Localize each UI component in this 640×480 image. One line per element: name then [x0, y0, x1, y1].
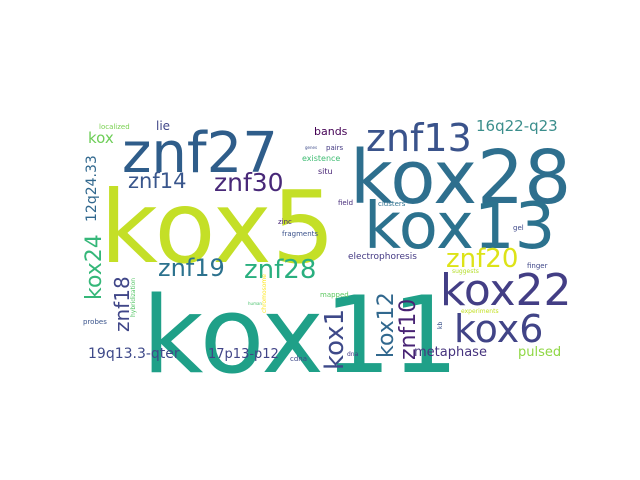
word-existence: existence	[302, 154, 340, 163]
word-16q22-q23: 16q22-q23	[476, 117, 558, 135]
word-suggests: suggests	[452, 268, 479, 275]
word-kox28: kox28	[350, 135, 571, 221]
word-cdna: cdna	[290, 355, 307, 363]
word-human: human	[248, 301, 262, 306]
word-metaphase: metaphase	[414, 345, 487, 360]
word-experiments: experiments	[461, 308, 499, 315]
word-hybridization: hybridization	[130, 278, 137, 317]
word-fragments: fragments	[282, 230, 318, 238]
word-pulsed: pulsed	[518, 345, 561, 360]
word-znf19: znf19	[158, 254, 225, 282]
word-kox12: kox12	[374, 292, 399, 358]
word-probes: probes	[83, 318, 107, 326]
word-19q13-3-qter: 19q13.3-qter	[88, 346, 180, 362]
word-kox6: kox6	[454, 307, 543, 351]
word-znf28: znf28	[244, 255, 316, 285]
word-mapped: mapped	[320, 291, 349, 299]
word-kox: kox	[88, 129, 114, 147]
word-situ: situ	[318, 167, 333, 176]
word-kox5: kox5	[100, 169, 335, 286]
word-znf20: znf20	[446, 244, 518, 274]
word-finger: finger	[527, 262, 548, 270]
word-kox1: kox1	[320, 309, 350, 370]
word-clusters: clusters	[378, 200, 406, 208]
word-kox22: kox22	[440, 265, 572, 316]
word-znf13: znf13	[366, 116, 472, 160]
word-localized: localized	[99, 123, 130, 131]
word-12q24-33: 12q24.33	[84, 155, 100, 222]
word-znf14: znf14	[128, 169, 186, 193]
word-electrophoresis: electrophoresis	[348, 252, 417, 262]
word-kb: kb	[437, 322, 444, 329]
word-znf18: znf18	[110, 276, 134, 332]
word-dna: dna	[347, 351, 359, 358]
word-genes: genes	[305, 145, 317, 150]
word-znf30: znf30	[214, 168, 284, 197]
word-17p13-p12: 17p13-p12	[208, 347, 279, 362]
word-znf27: znf27	[122, 121, 278, 186]
word-kox24: kox24	[82, 234, 107, 300]
word-znf10: znf10	[396, 299, 421, 360]
word-chromosome: chromosome	[261, 274, 268, 313]
word-kox13: kox13	[364, 190, 555, 264]
word-bands: bands	[314, 125, 348, 138]
cloud-background	[79, 119, 563, 364]
word-field: field	[338, 199, 353, 207]
word-kox11: kox11	[142, 274, 459, 397]
word-lie: lie	[156, 119, 170, 133]
word-gel: gel	[513, 224, 524, 232]
word-zinc: zinc	[278, 218, 292, 226]
word-pairs: pairs	[326, 144, 344, 152]
